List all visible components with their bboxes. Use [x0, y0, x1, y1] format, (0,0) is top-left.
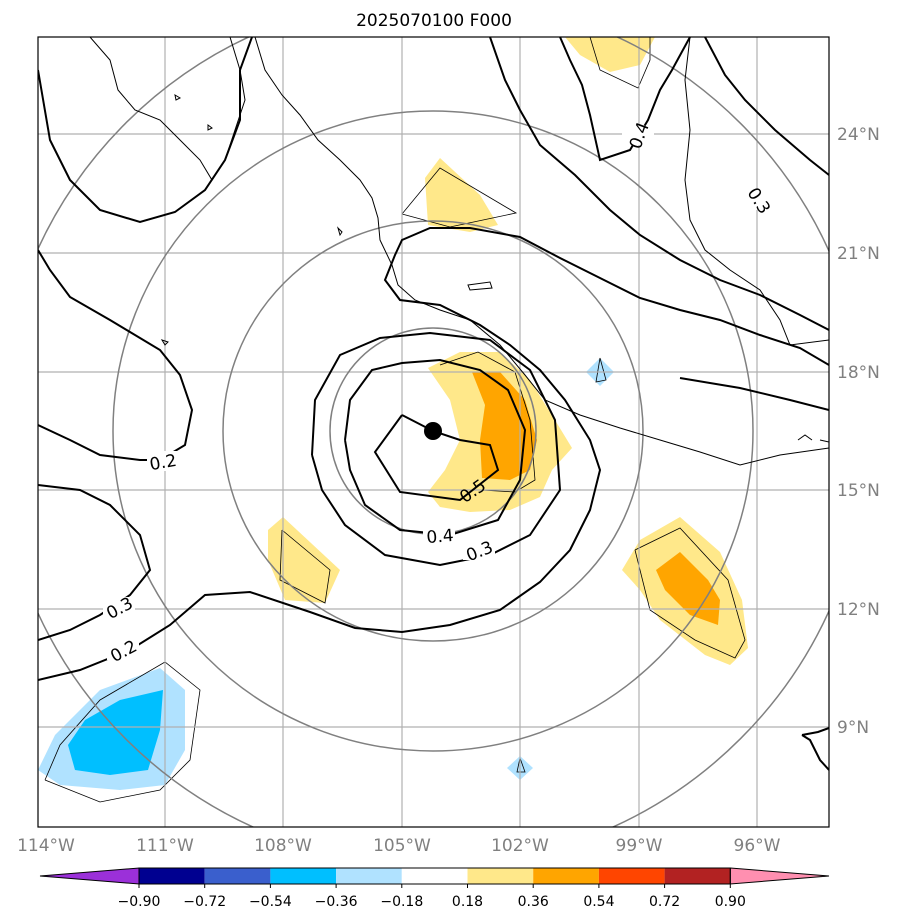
coastline-mexico-pacific [254, 37, 829, 466]
cb-label-3: −0.54 [249, 894, 292, 910]
contour-label-0.3-ne: 0.3 [743, 184, 774, 218]
map-area: 0.2 0.3 0.4 0.5 0.4 0.3 0.3 0.2 [38, 37, 829, 827]
contour-0.3-east [489, 37, 829, 331]
colorbar-frame [138, 867, 731, 885]
island-5 [174, 93, 182, 101]
label-mask-0.4-ne [622, 125, 654, 145]
cb-label-8: 0.54 [583, 894, 614, 910]
positive-anomaly-top [565, 37, 655, 72]
range-ring-6deg [112, 110, 754, 752]
cb-label-2: −0.72 [183, 894, 226, 910]
colorbar-extend-below [39, 867, 140, 885]
boundary-south-small [516, 757, 526, 773]
colorbar-bin-1 [139, 868, 205, 884]
contour-label-0.4-core: 0.4 [426, 526, 455, 548]
boundary-west [279, 529, 331, 604]
contour-0.3-outer [38, 484, 152, 641]
lon-label-102: 102°W [491, 836, 549, 856]
shading-boundaries [44, 37, 746, 803]
lon-label-111: 111°W [136, 836, 194, 856]
cb-label-6: 0.18 [452, 894, 483, 910]
colorbar-bin-2 [204, 868, 271, 884]
coastline [89, 37, 829, 466]
colorbar-bin-7 [533, 868, 599, 884]
coastline-baja [89, 37, 246, 181]
colorbar-ticks [138, 884, 731, 888]
contour-0.2-west [38, 249, 194, 461]
lon-label-108: 108°W [254, 836, 312, 856]
storm-center-marker [424, 422, 442, 440]
map-frame [37, 36, 830, 828]
contour-0.4-ne [559, 37, 691, 162]
colorbar-extend-above [729, 867, 830, 885]
contour-0.5 [373, 414, 500, 502]
label-mask-0.2-sw [107, 640, 139, 660]
colorbar-bin-6 [467, 868, 534, 884]
cb-label-10: 0.90 [715, 894, 746, 910]
cb-label-1: −0.90 [118, 894, 161, 910]
colorbar-bin-8 [598, 868, 665, 884]
longitude-labels: 114°W 111°W 108°W 105°W 102°W 99°W 96°W [17, 836, 781, 856]
boundary-core [439, 351, 536, 493]
lat-label-15: 15°N [837, 481, 880, 501]
lon-label-114: 114°W [17, 836, 75, 856]
lon-label-105: 105°W [373, 836, 431, 856]
cb-label-9: 0.72 [649, 894, 680, 910]
island-4 [207, 124, 213, 131]
label-mask-0.3-ne [744, 190, 776, 210]
contours [38, 37, 829, 771]
negative-anomaly-sw-inner [68, 690, 163, 775]
coastline-gulf-mexico [684, 37, 829, 346]
lat-label-18: 18°N [837, 363, 880, 383]
label-mask-0.3-core [463, 540, 495, 560]
gridlines [38, 37, 829, 827]
boundary-east [634, 527, 746, 659]
cb-label-7: 0.36 [518, 894, 549, 910]
contour-labels: 0.2 0.3 0.4 0.5 0.4 0.3 0.3 0.2 [103, 120, 776, 667]
label-mask-0.4-core [423, 525, 455, 545]
lat-label-21: 21°N [837, 244, 880, 264]
boundary-east-small [595, 357, 607, 383]
contour-0.3-core [311, 331, 562, 567]
contour-0.4-core [344, 358, 527, 537]
positive-anomaly-west [268, 517, 340, 603]
cb-label-4: −0.36 [315, 894, 358, 910]
lon-label-99: 99°W [616, 836, 663, 856]
chart-title: 2025070100 F000 [356, 11, 512, 31]
lat-label-24: 24°N [837, 125, 880, 145]
contour-0.3-ne [704, 37, 829, 176]
positive-anomaly-core-inner [472, 372, 537, 480]
label-mask-0.3-west [103, 597, 135, 617]
island-2 [467, 281, 493, 291]
coastline-yucatan [797, 434, 829, 443]
island-3 [160, 339, 169, 346]
boundary-north [401, 167, 518, 228]
boundary-sw [44, 661, 201, 803]
cb-label-5: −0.18 [380, 894, 423, 910]
boundary-top [589, 37, 651, 89]
contour-0.2-east [679, 377, 829, 411]
lon-label-96: 96°W [734, 836, 781, 856]
island-1 [336, 226, 343, 237]
colorbar-bin-5 [401, 868, 468, 884]
range-rings [38, 37, 829, 827]
colorbar-bin-3 [270, 868, 337, 884]
colorbar-bin-4 [336, 868, 402, 884]
contour-0.2-se [801, 727, 829, 771]
contour-0.2-south [38, 227, 829, 681]
contour-0.2-north [38, 37, 253, 224]
contour-label-0.4-ne: 0.4 [626, 120, 654, 152]
positive-anomaly-north [425, 158, 498, 232]
contour-label-0.2-west: 0.2 [148, 451, 178, 475]
colorbar-bin-9 [664, 868, 731, 884]
positive-anomaly-east-inner [656, 552, 720, 625]
lat-label-9: 9°N [837, 718, 869, 738]
label-mask-0.2-west [147, 451, 179, 471]
colorbar: −0.90 −0.72 −0.54 −0.36 −0.18 0.18 0.36 … [39, 867, 830, 910]
lat-label-12: 12°N [837, 600, 880, 620]
range-ring-4deg [222, 220, 644, 642]
latitude-labels: 24°N 21°N 18°N 15°N 12°N 9°N [837, 125, 880, 738]
